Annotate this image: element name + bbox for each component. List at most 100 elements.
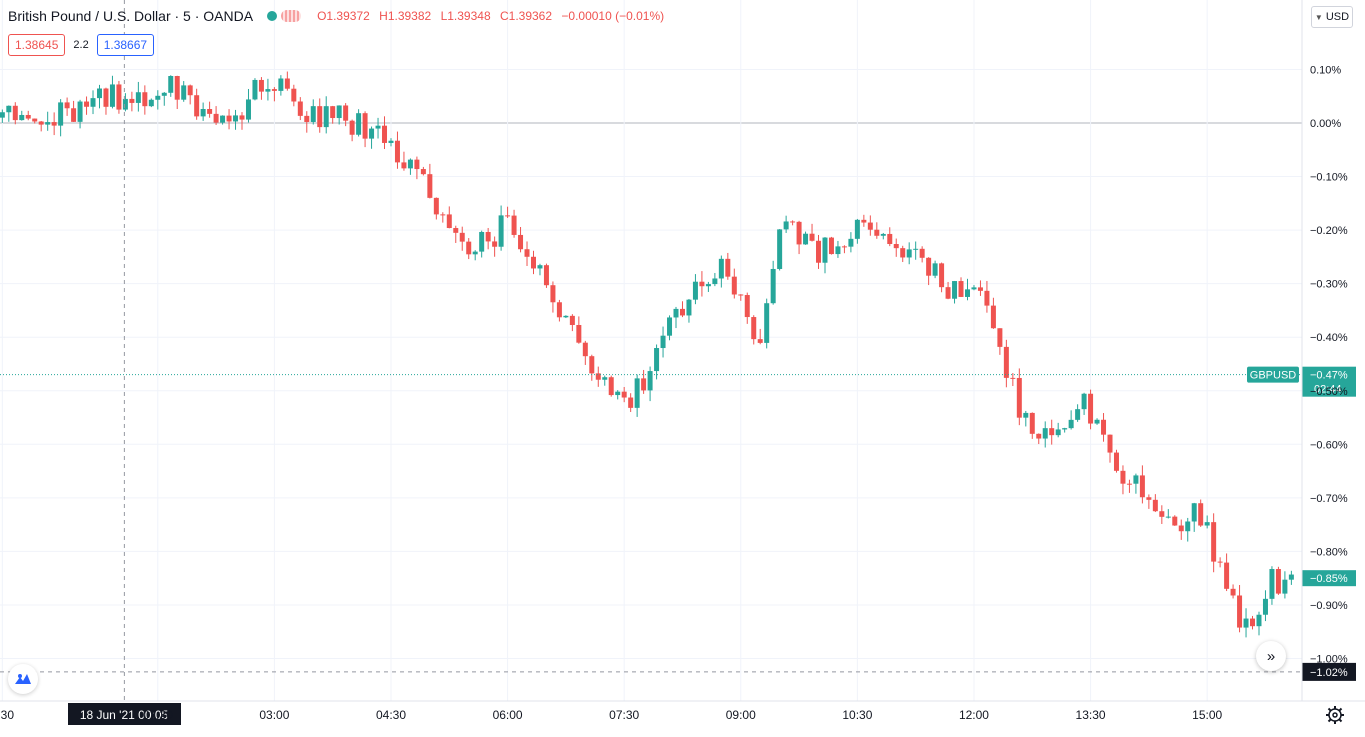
y-tick-label: 0.00% bbox=[1310, 118, 1341, 130]
open-key: O bbox=[317, 9, 327, 23]
candle-body bbox=[751, 317, 757, 340]
candle-body bbox=[103, 88, 109, 107]
candle-body bbox=[252, 79, 258, 100]
candle-body bbox=[459, 232, 465, 242]
candle-body bbox=[958, 281, 964, 297]
candle-body bbox=[790, 221, 796, 223]
candle-body bbox=[245, 99, 251, 120]
candle-body bbox=[822, 237, 828, 263]
candle-body bbox=[336, 105, 342, 119]
y-tick-label: −0.20% bbox=[1310, 225, 1348, 237]
candle-body bbox=[530, 256, 536, 269]
candle-body bbox=[796, 221, 802, 245]
candle-body bbox=[725, 258, 731, 277]
candle-body bbox=[1126, 483, 1132, 485]
x-tick-label: 15:00 bbox=[1192, 708, 1222, 722]
candle-body bbox=[388, 140, 394, 143]
candle-body bbox=[861, 219, 867, 223]
chart-overlays: GBPUSD −0.47% 02:44 −0.85% 18 Jun '21 00:05 −… bbox=[0, 0, 1356, 725]
candle-body bbox=[472, 251, 478, 255]
x-tick-label: 2:30 bbox=[0, 708, 14, 722]
candle-body bbox=[96, 88, 102, 99]
candle-body bbox=[913, 248, 919, 250]
candle-body bbox=[932, 263, 938, 276]
sell-price-button[interactable]: 1.38645 bbox=[8, 34, 66, 56]
candle-body bbox=[608, 377, 614, 396]
high-value: 1.39382 bbox=[387, 9, 432, 23]
candle-body bbox=[1256, 614, 1262, 627]
candle-body bbox=[226, 115, 232, 122]
candle-body bbox=[1016, 377, 1022, 418]
tradingview-logo-icon[interactable] bbox=[8, 664, 38, 694]
candle-body bbox=[1230, 588, 1236, 596]
candle-body bbox=[628, 397, 634, 408]
candle-body bbox=[602, 377, 608, 380]
candle-body bbox=[654, 348, 660, 372]
candle-body bbox=[1133, 475, 1139, 484]
candle-body bbox=[880, 233, 886, 236]
candle-body bbox=[764, 303, 770, 343]
candle-body bbox=[258, 79, 264, 92]
currency-button[interactable]: ▼ USD bbox=[1311, 6, 1353, 28]
candle-body bbox=[563, 315, 569, 318]
candle-body bbox=[641, 378, 647, 391]
candle-body bbox=[433, 197, 439, 215]
scroll-to-realtime-button[interactable]: » bbox=[1256, 641, 1286, 671]
candle-body bbox=[1094, 419, 1100, 424]
series-tag bbox=[1247, 366, 1299, 383]
status-dot-icon bbox=[267, 11, 278, 21]
high-key: H bbox=[379, 9, 388, 23]
candle-body bbox=[537, 265, 543, 269]
candle-body bbox=[589, 356, 595, 374]
candle-body bbox=[200, 109, 206, 117]
buy-price-button[interactable]: 1.38667 bbox=[96, 34, 155, 56]
ohlc-values: O1.39372 H1.39382 L1.39348 C1.39362 −0.0… bbox=[317, 9, 670, 23]
y-tick-label: −1.00% bbox=[1310, 654, 1348, 666]
candle-body bbox=[45, 122, 51, 125]
last-price-box bbox=[1302, 366, 1356, 397]
candle-body bbox=[712, 278, 718, 285]
candle-body bbox=[926, 257, 932, 276]
candle-body bbox=[233, 115, 239, 122]
gear-icon[interactable] bbox=[1324, 704, 1346, 726]
candle-body bbox=[492, 241, 498, 247]
candle-body bbox=[64, 102, 70, 109]
x-tick-label: 07:30 bbox=[609, 708, 639, 722]
crosshair-price-label: −1.02% bbox=[1310, 667, 1348, 679]
candle-body bbox=[835, 246, 841, 255]
x-tick-label: 12:00 bbox=[959, 708, 989, 722]
candle-body bbox=[1036, 433, 1042, 439]
candle-body bbox=[129, 98, 135, 103]
candle-body bbox=[297, 101, 303, 116]
candle-body bbox=[343, 105, 349, 121]
candle-body bbox=[738, 294, 744, 296]
candle-body bbox=[278, 78, 284, 91]
candle-body bbox=[718, 258, 724, 279]
candle-body bbox=[1282, 579, 1288, 594]
symbol-title[interactable]: British Pound / U.S. Dollar · 5 · OANDA bbox=[8, 8, 254, 24]
candle-body bbox=[220, 115, 226, 123]
candle-body bbox=[187, 85, 193, 96]
candle-body bbox=[207, 109, 213, 114]
last-price-label: −0.47% bbox=[1310, 370, 1348, 382]
candle-body bbox=[816, 240, 822, 263]
candle-body bbox=[1288, 574, 1294, 580]
candle-body bbox=[1139, 475, 1145, 498]
candle-body bbox=[394, 140, 400, 163]
candle-body bbox=[686, 299, 692, 316]
currency-label: USD bbox=[1325, 11, 1350, 23]
candle-body bbox=[38, 121, 44, 125]
series-tag-label: GBPUSD bbox=[1250, 370, 1297, 382]
candle-body bbox=[148, 99, 154, 107]
candle-body bbox=[466, 241, 472, 255]
candle-body bbox=[543, 265, 549, 286]
candle-body bbox=[518, 234, 524, 250]
candle-body bbox=[977, 287, 983, 291]
candle-body bbox=[615, 391, 621, 396]
candle-body bbox=[323, 106, 329, 128]
close-value: 1.39362 bbox=[508, 9, 553, 23]
candle-body bbox=[116, 84, 122, 110]
y-tick-label: −0.30% bbox=[1310, 279, 1348, 291]
y-tick-label: −0.70% bbox=[1310, 493, 1348, 505]
